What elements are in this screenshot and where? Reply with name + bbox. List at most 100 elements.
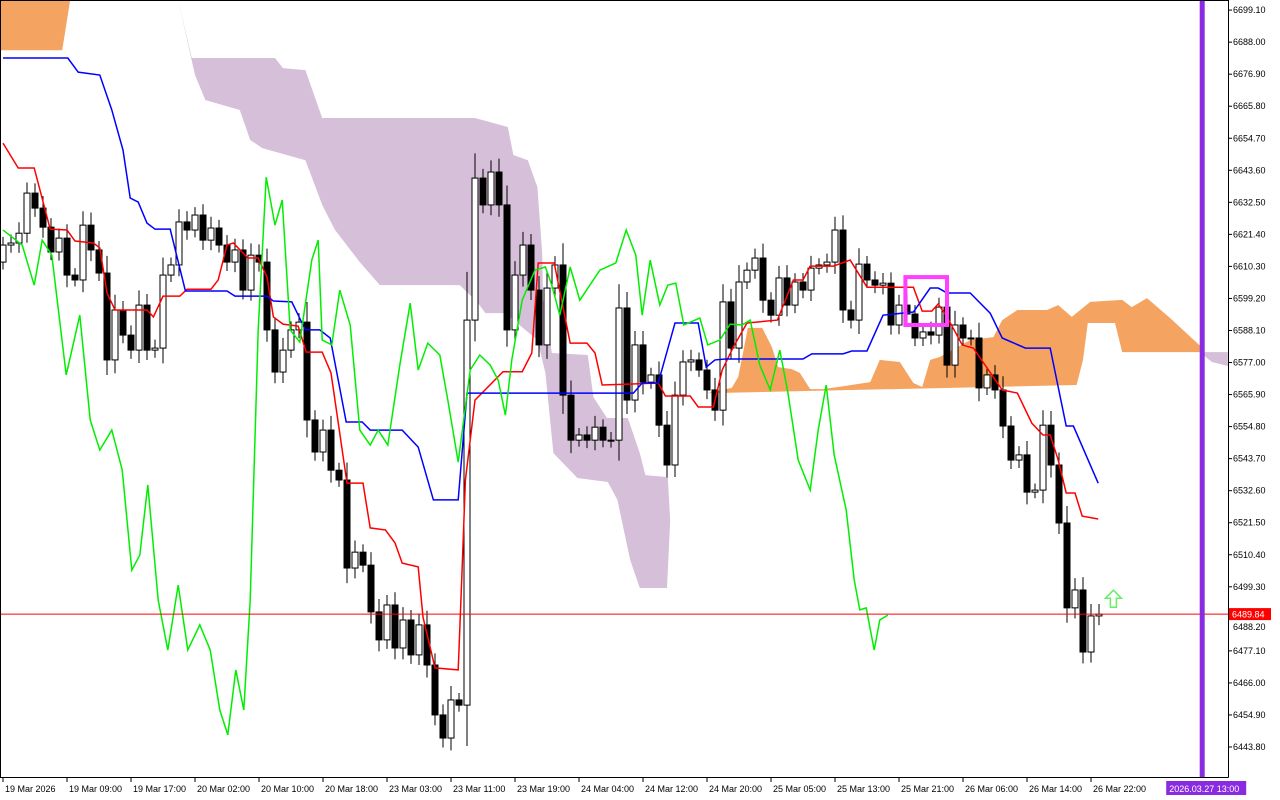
candle-bullish: [751, 257, 759, 271]
time-tick-label: 26 Mar 22:00: [1093, 784, 1146, 794]
price-tick-label: 6554.80: [1233, 422, 1266, 432]
candle-bullish: [383, 604, 391, 641]
candle-bearish: [431, 664, 439, 716]
candle-bearish: [31, 192, 39, 209]
candle-bullish: [951, 324, 959, 366]
candle-bullish: [415, 624, 423, 656]
candle-bearish: [887, 282, 895, 326]
candle-bullish: [983, 374, 991, 389]
candle-bullish: [807, 267, 815, 291]
time-tick-label: 19 Mar 09:00: [69, 784, 122, 794]
candle-bearish: [759, 257, 767, 301]
time-tick-label: 20 Mar 02:00: [197, 784, 250, 794]
candle-bearish: [495, 171, 503, 206]
vertical-line-time-label: 2026.03.27 13:00: [1169, 784, 1239, 794]
indicator-line: [2, 142, 1099, 671]
candle-bearish: [71, 274, 79, 281]
candle-bearish: [1079, 589, 1087, 653]
candle-bearish: [567, 394, 575, 441]
up-arrow-icon: [1103, 589, 1124, 608]
candle-bearish: [367, 564, 375, 613]
candle-bearish: [639, 344, 647, 383]
candle-bullish: [895, 304, 903, 326]
candle-bearish: [479, 177, 487, 206]
candle-bearish: [87, 224, 95, 251]
candle-bearish: [215, 227, 223, 246]
candle-bullish: [575, 434, 583, 441]
candle-bullish: [7, 242, 15, 246]
candle-bearish: [703, 369, 711, 391]
current-price-badge: [1229, 608, 1271, 621]
highlight-box: [903, 275, 950, 328]
price-tick-label: 6643.60: [1233, 165, 1266, 175]
candle-bullish: [55, 237, 63, 253]
price-tick-label: 6654.70: [1233, 133, 1266, 143]
vertical-line-time-badge: [1166, 781, 1247, 795]
current-price-label: 6489.84: [1232, 610, 1265, 620]
candle-bearish: [143, 304, 151, 351]
candle-bearish: [183, 221, 191, 231]
candle-bullish: [855, 263, 863, 321]
candle-bearish: [439, 714, 447, 739]
indicator-line: [2, 177, 889, 736]
candle-bullish: [879, 282, 887, 286]
candle-bearish: [127, 334, 135, 351]
candle-bullish: [543, 287, 551, 346]
candle-bearish: [655, 374, 663, 426]
candle-bearish: [47, 226, 55, 253]
price-tick-label: 6699.10: [1233, 5, 1266, 15]
candle-bullish: [111, 309, 119, 361]
price-tick-label: 6543.70: [1233, 454, 1266, 464]
ichimoku-cloud: [178, 0, 671, 588]
price-tick-label: 6499.30: [1233, 582, 1266, 592]
candle-bullish: [247, 254, 255, 291]
candle-bullish: [519, 244, 527, 276]
candle-bullish: [615, 307, 623, 441]
candle-bullish: [1071, 589, 1079, 609]
candle-bullish: [167, 264, 175, 276]
time-tick-label: 26 Mar 06:00: [965, 784, 1018, 794]
price-tick-label: 6443.80: [1233, 742, 1266, 752]
candle-bullish: [607, 439, 615, 442]
candle-bearish: [991, 374, 999, 391]
candle-bullish: [151, 347, 159, 351]
candle-bullish: [279, 349, 287, 373]
candle-bearish: [863, 263, 871, 281]
candle-bullish: [1087, 615, 1095, 653]
time-tick-label: 20 Mar 10:00: [261, 784, 314, 794]
candle-bearish: [583, 434, 591, 441]
price-tick-label: 6454.90: [1233, 710, 1266, 720]
time-tick-label: 20 Mar 18:00: [325, 784, 378, 794]
candle-bearish: [311, 419, 319, 453]
candle-bullish: [79, 224, 87, 281]
candle-bullish: [735, 281, 743, 349]
price-tick-label: 6632.50: [1233, 197, 1266, 207]
candle-bullish: [1039, 424, 1047, 491]
candle-bearish: [407, 619, 415, 656]
candle-bullish: [159, 274, 167, 349]
candle-bearish: [871, 279, 879, 286]
candle-bearish: [343, 479, 351, 569]
candle-bullish: [935, 306, 943, 336]
candle-bearish: [839, 229, 847, 311]
candle-bearish: [63, 237, 71, 276]
time-tick-label: 19 Mar 17:00: [133, 784, 186, 794]
candle-bearish: [1023, 454, 1031, 493]
time-tick-label: 25 Mar 21:00: [901, 784, 954, 794]
price-tick-label: 6477.10: [1233, 646, 1266, 656]
candle-bullish: [1015, 454, 1023, 461]
candles-layer: [0, 153, 1103, 751]
candle-bullish: [399, 619, 407, 649]
candle-bullish: [191, 214, 199, 231]
candle-bullish: [0, 244, 7, 263]
time-tick-label: 19 Mar 2026: [5, 784, 56, 794]
candle-bearish: [623, 307, 631, 401]
candle-bearish: [927, 331, 935, 336]
time-tick-label: 24 Mar 12:00: [645, 784, 698, 794]
price-tick-label: 6510.40: [1233, 550, 1266, 560]
ichimoku-cloud: [1199, 352, 1228, 366]
candle-bearish: [559, 264, 567, 396]
price-tick-label: 6610.30: [1233, 261, 1266, 271]
time-tick-label: 25 Mar 13:00: [837, 784, 890, 794]
